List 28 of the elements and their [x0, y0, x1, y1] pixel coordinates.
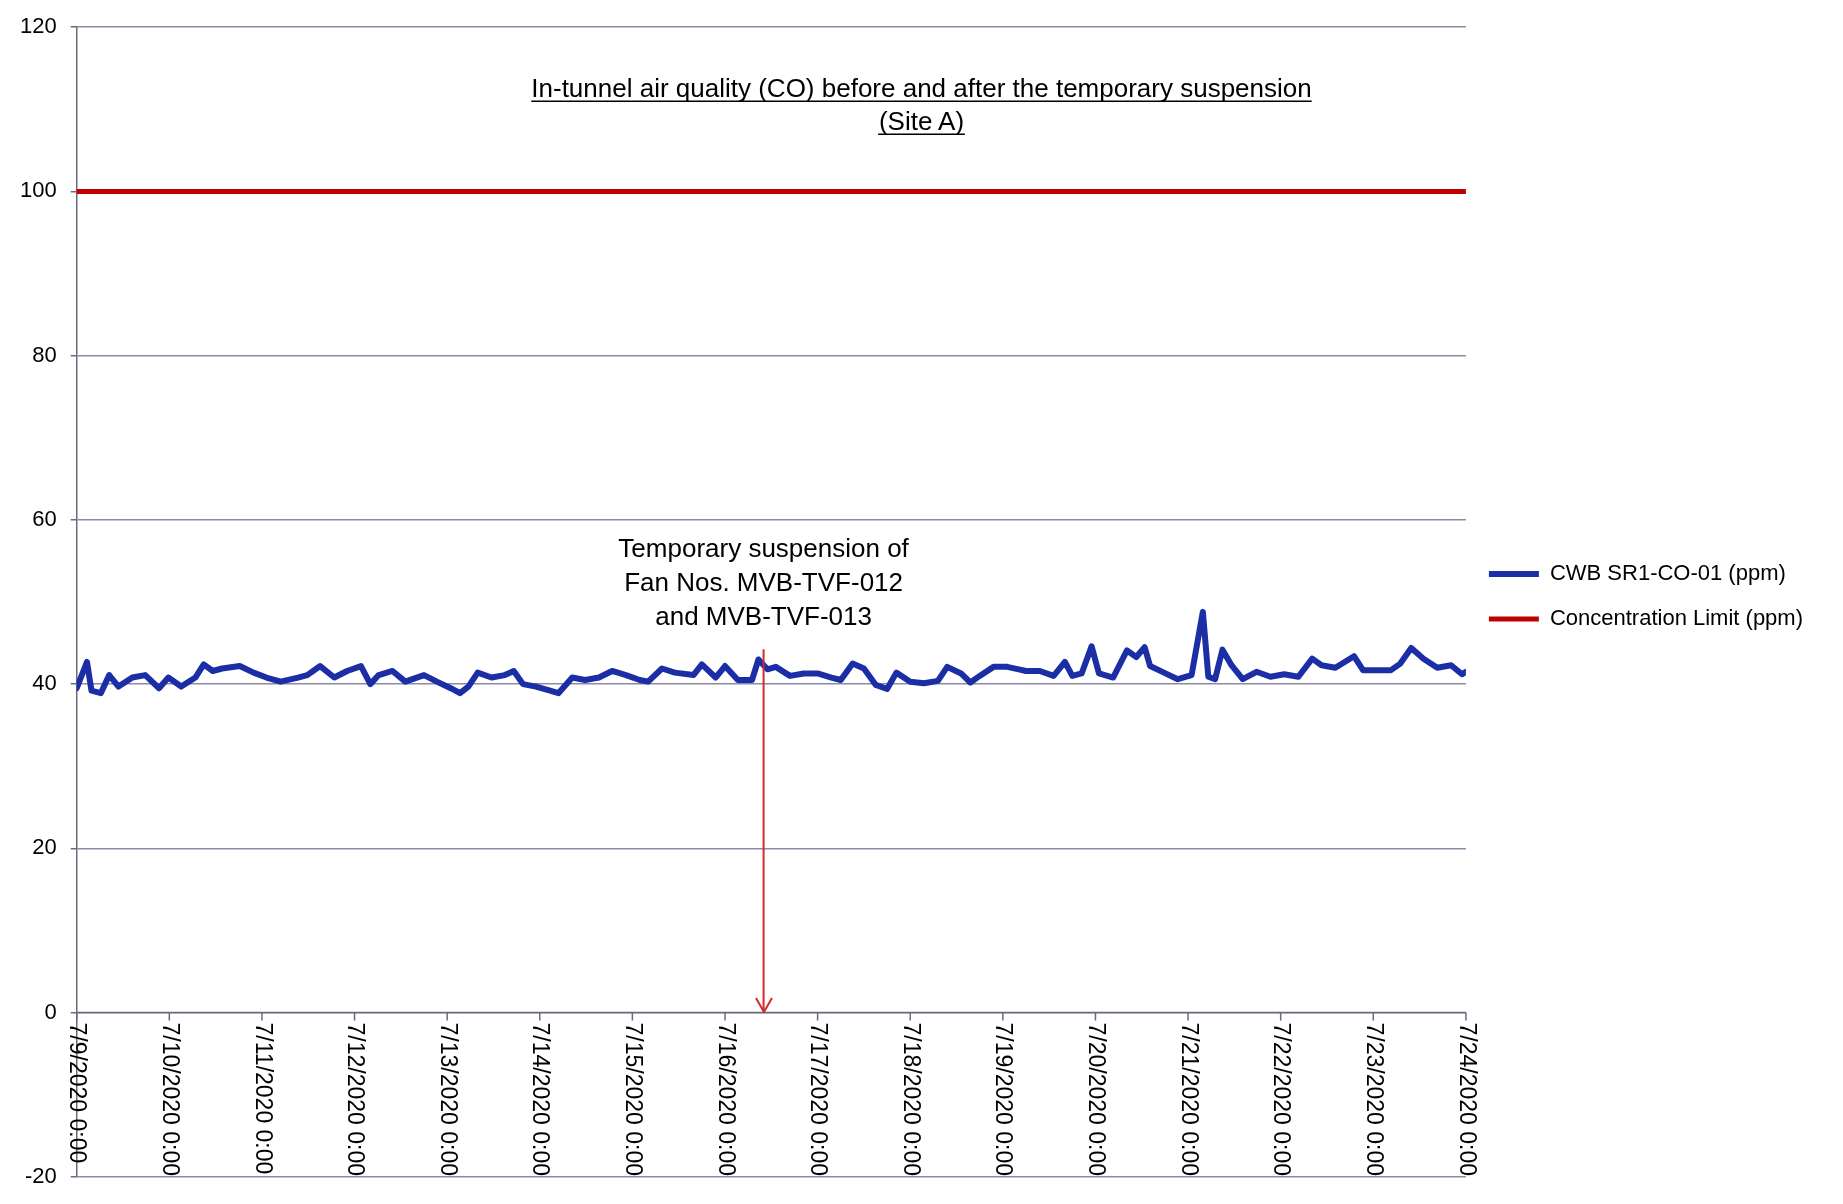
x-tick-label: 7/22/2020 0:00 [1269, 1022, 1296, 1177]
x-tick-label: 7/20/2020 0:00 [1084, 1022, 1111, 1177]
x-tick-label: 7/16/2020 0:00 [713, 1022, 740, 1177]
x-tick-label: 7/15/2020 0:00 [621, 1022, 648, 1177]
legend-label: Concentration Limit (ppm) [1549, 605, 1804, 631]
y-tick-label: 20 [32, 834, 57, 860]
y-tick-label: 80 [32, 341, 57, 367]
x-tick-label: 7/23/2020 0:00 [1361, 1022, 1388, 1177]
y-tick-label: -20 [24, 1162, 57, 1188]
y-tick-label: 60 [32, 505, 57, 531]
text: In-tunnel air quality (CO) before and after the temporary suspension (Site A) [531, 73, 1312, 137]
ref-line-label: Temporary suspension of Fan Nos. MVB-TVF-012 and MVB-TVF-013 [618, 533, 910, 632]
x-tick-label: 7/17/2020 0:00 [806, 1022, 833, 1177]
y-tick-label: 100 [19, 177, 57, 203]
y-tick-label: 120 [19, 13, 57, 39]
x-tick-label: 7/12/2020 0:00 [343, 1022, 370, 1177]
x-tick-label: 7/13/2020 0:00 [435, 1022, 462, 1177]
y-tick-label: 0 [44, 998, 57, 1024]
x-tick-label: 7/9/2020 0:00 [65, 1022, 92, 1164]
x-tick-label: 7/19/2020 0:00 [991, 1022, 1018, 1177]
x-tick-label: 7/18/2020 0:00 [898, 1022, 925, 1177]
legend-label: CWB SR1-CO-01 (ppm) [1549, 560, 1786, 586]
x-tick-label: 7/24/2020 0:00 [1454, 1022, 1481, 1177]
x-tick-label: 7/21/2020 0:00 [1176, 1022, 1203, 1177]
x-tick-label: 7/11/2020 0:00 [250, 1022, 277, 1175]
y-tick-label: 40 [32, 670, 57, 696]
x-tick-label: 7/10/2020 0:00 [157, 1022, 184, 1177]
x-tick-label: 7/14/2020 0:00 [528, 1022, 555, 1177]
